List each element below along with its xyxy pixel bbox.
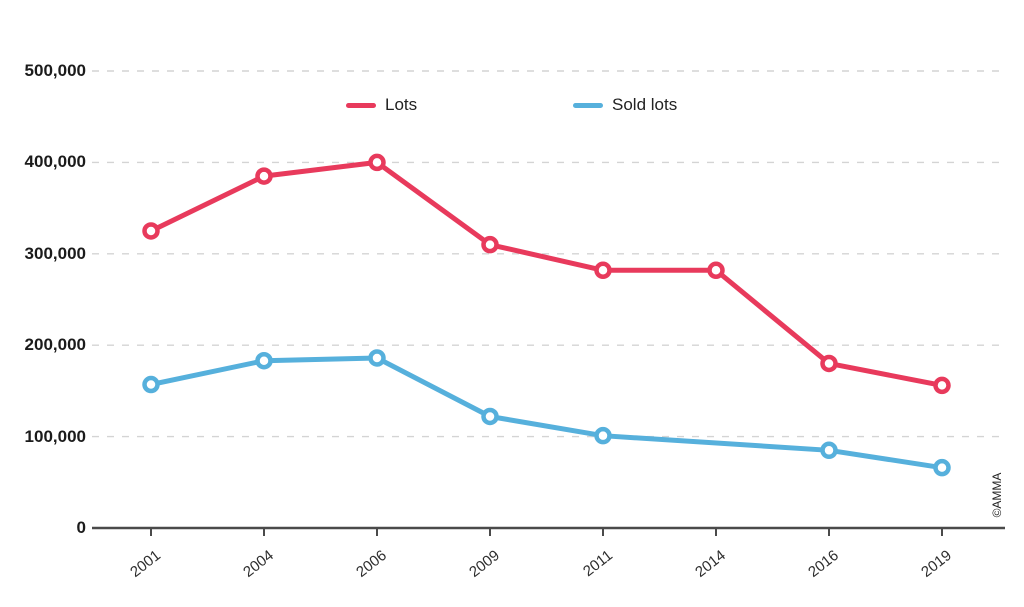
credit-text: ©AMMA xyxy=(990,472,1004,518)
y-axis-tick-label: 300,000 xyxy=(24,243,86,263)
data-point-marker-lots[interactable] xyxy=(933,376,951,395)
y-axis-tick-label: 400,000 xyxy=(24,152,86,172)
legend-label-lots: Lots xyxy=(385,95,418,114)
y-axis-tick-label: 100,000 xyxy=(24,426,86,446)
data-point-marker-sold-lots[interactable] xyxy=(594,426,612,445)
data-point-marker-sold-lots[interactable] xyxy=(933,458,951,477)
data-point-marker-lots[interactable] xyxy=(255,167,273,185)
data-point-marker-lots[interactable] xyxy=(368,153,386,172)
legend-label-sold-lots: Sold lots xyxy=(612,95,678,114)
data-point-marker-lots[interactable] xyxy=(594,261,612,280)
data-point-marker-lots[interactable] xyxy=(707,261,725,280)
data-point-marker-sold-lots[interactable] xyxy=(368,349,386,367)
data-point-marker-lots[interactable] xyxy=(820,354,838,373)
data-point-marker-lots[interactable] xyxy=(481,235,499,254)
legend-item-sold-lots[interactable]: Sold lots xyxy=(573,95,677,115)
y-axis-tick-label: 200,000 xyxy=(24,335,86,355)
y-axis-tick-label: 500,000 xyxy=(24,61,86,80)
data-point-marker-sold-lots[interactable] xyxy=(820,441,838,460)
legend-item-lots[interactable]: Lots xyxy=(346,95,417,115)
legend-swatch-sold-lots xyxy=(573,102,603,108)
series-line-lots xyxy=(148,159,945,388)
legend-swatch-lots xyxy=(346,102,376,108)
data-point-marker-lots[interactable] xyxy=(142,222,160,240)
data-point-marker-sold-lots[interactable] xyxy=(481,407,499,426)
data-point-marker-sold-lots[interactable] xyxy=(142,375,160,394)
data-point-marker-sold-lots[interactable] xyxy=(255,351,273,370)
y-axis-tick-label: 0 xyxy=(76,518,86,537)
